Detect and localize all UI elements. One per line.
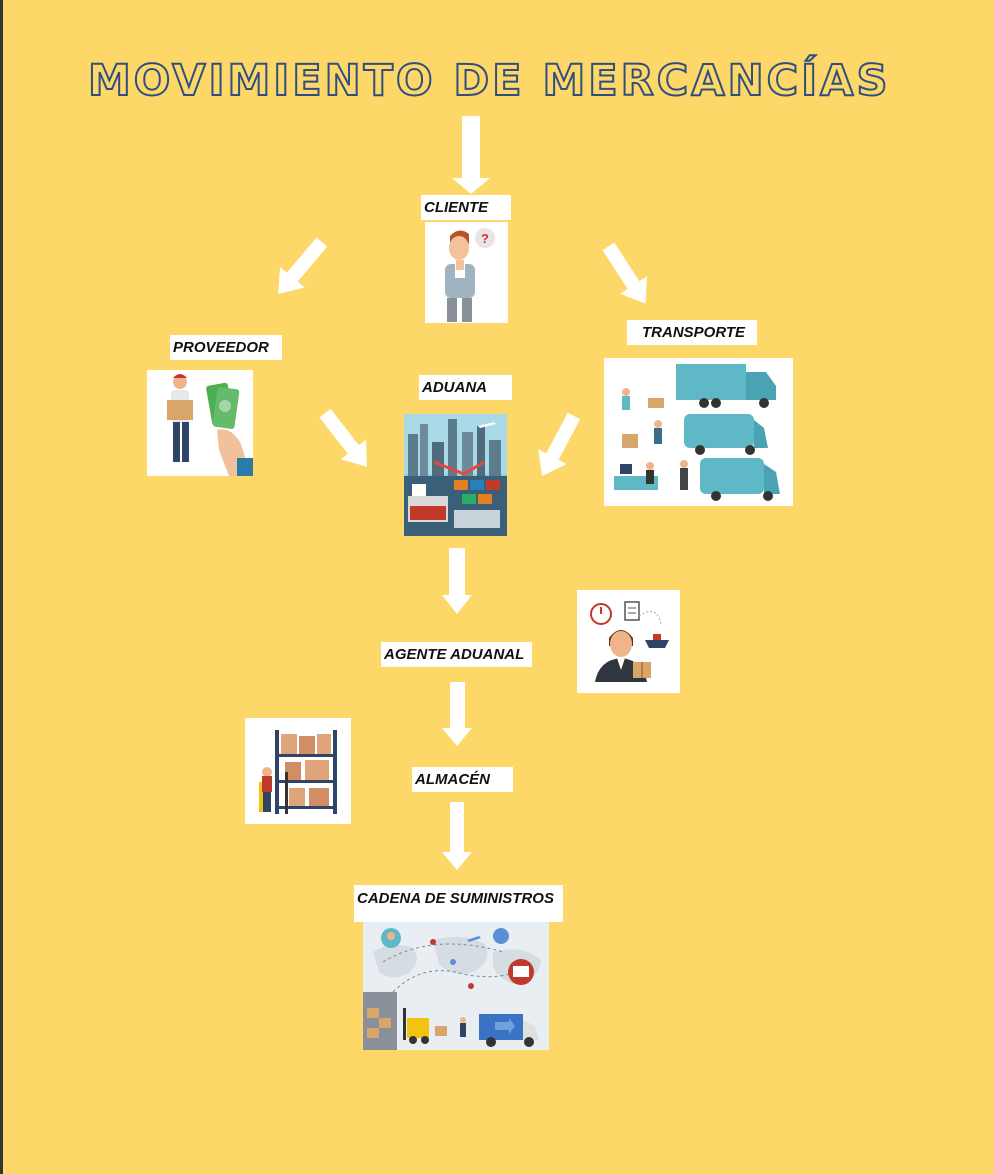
node-label-aduana: ADUANA [419, 375, 512, 400]
customs-agent-icon [577, 590, 680, 693]
arrow-transporte-to-aduana [538, 412, 581, 477]
world-map-supply-chain-icon [363, 922, 549, 1050]
arrow-cliente-to-proveedor [278, 237, 328, 295]
node-label-cliente: CLIENTE [421, 195, 511, 220]
diagram-title: MOVIMIENTO DE MERCANCÍAS [87, 55, 891, 107]
arrow-agente-to-almacen [442, 682, 472, 746]
warehouse-forklift-icon [245, 718, 351, 824]
arrow-aduana-to-agente [442, 548, 472, 614]
node-label-proveedor: PROVEEDOR [170, 335, 282, 360]
port-ship-containers-icon [404, 414, 507, 536]
node-label-almacen: ALMACÉN [412, 767, 513, 792]
arrow-cliente-to-transporte [602, 242, 647, 304]
arrow-proveedor-to-aduana [319, 408, 367, 467]
node-label-agente-aduanal: AGENTE ADUANAL [381, 642, 532, 667]
node-label-cadena: CADENA DE SUMINISTROS [354, 885, 563, 922]
node-label-transporte: TRANSPORTE [627, 320, 757, 345]
svg-text:?: ? [481, 231, 489, 246]
arrow-title-to-cliente [452, 116, 490, 194]
arrow-almacen-to-cadena [442, 802, 472, 870]
trucks-logistics-icon [604, 358, 793, 506]
delivery-person-money-icon [147, 370, 253, 476]
thinking-person-icon: ? [425, 222, 508, 323]
page-left-border [0, 0, 3, 1174]
